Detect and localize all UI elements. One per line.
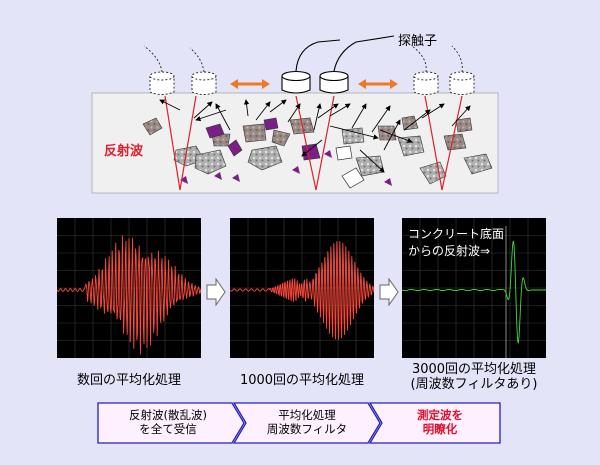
scope-2-caption: 1000回の平均化処理 [239,373,365,388]
flow-step-2: 平均化処理 周波数フィルタ [246,403,368,441]
oscilloscope-2 [230,218,374,358]
dashed-probes [143,45,475,95]
scatter-arrows [159,99,471,173]
oscilloscope-1 [57,218,201,358]
flow-step-3: 測定波を 明瞭化 [382,403,498,441]
flow-step-1-line-2: を全て受信 [139,422,197,436]
oscilloscope-3 [402,218,546,358]
waveform-trace [57,235,201,355]
note-line-1: コンクリート底面 [408,227,505,241]
flow-step-3-line-1: 測定波を [417,408,463,422]
flow-step-1: 反射波(散乱波) を全て受信 [104,403,232,441]
scope-3-caption-line-1: 3000回の平均化処理 [411,362,537,377]
process-flow [97,402,501,444]
reflected-wave-label: 反射波 [104,144,144,159]
flow-step-2-shape [232,402,381,444]
aggregates [142,115,493,189]
concrete-section-diagram [91,35,499,194]
flow-step-2-line-2: 周波数フィルタ [266,422,348,436]
flow-step-3-shape [368,402,501,444]
flow-step-3-line-2: 明瞭化 [422,422,458,436]
flow-step-2-line-1: 平均化処理 [278,408,336,422]
flow-arrow-icon [379,278,399,306]
waveform-trace [402,240,546,344]
waveform-1 [57,218,201,358]
flow-step-1-shape [97,402,245,444]
probe-label: 探触子 [398,34,438,49]
flow-step-1-line-1: 反射波(散乱波) [129,408,207,422]
scope-3-caption: 3000回の平均化処理 (周波数フィルタあり) [396,362,552,392]
scope-3-caption-line-2: (周波数フィルタあり) [410,377,538,392]
waveform-3 [402,218,546,358]
bottom-reflection-note: コンクリート底面 からの反射波⇒ [408,226,504,260]
note-line-2: からの反射波⇒ [408,244,491,258]
flow-arrow-icon [206,278,226,306]
scope-1-caption: 数回の平均化処理 [76,373,181,388]
waveform-trace [230,241,374,340]
probes [281,35,395,94]
movement-arrows [230,79,398,89]
reflected-rays [164,95,463,191]
waveform-2 [230,218,374,358]
